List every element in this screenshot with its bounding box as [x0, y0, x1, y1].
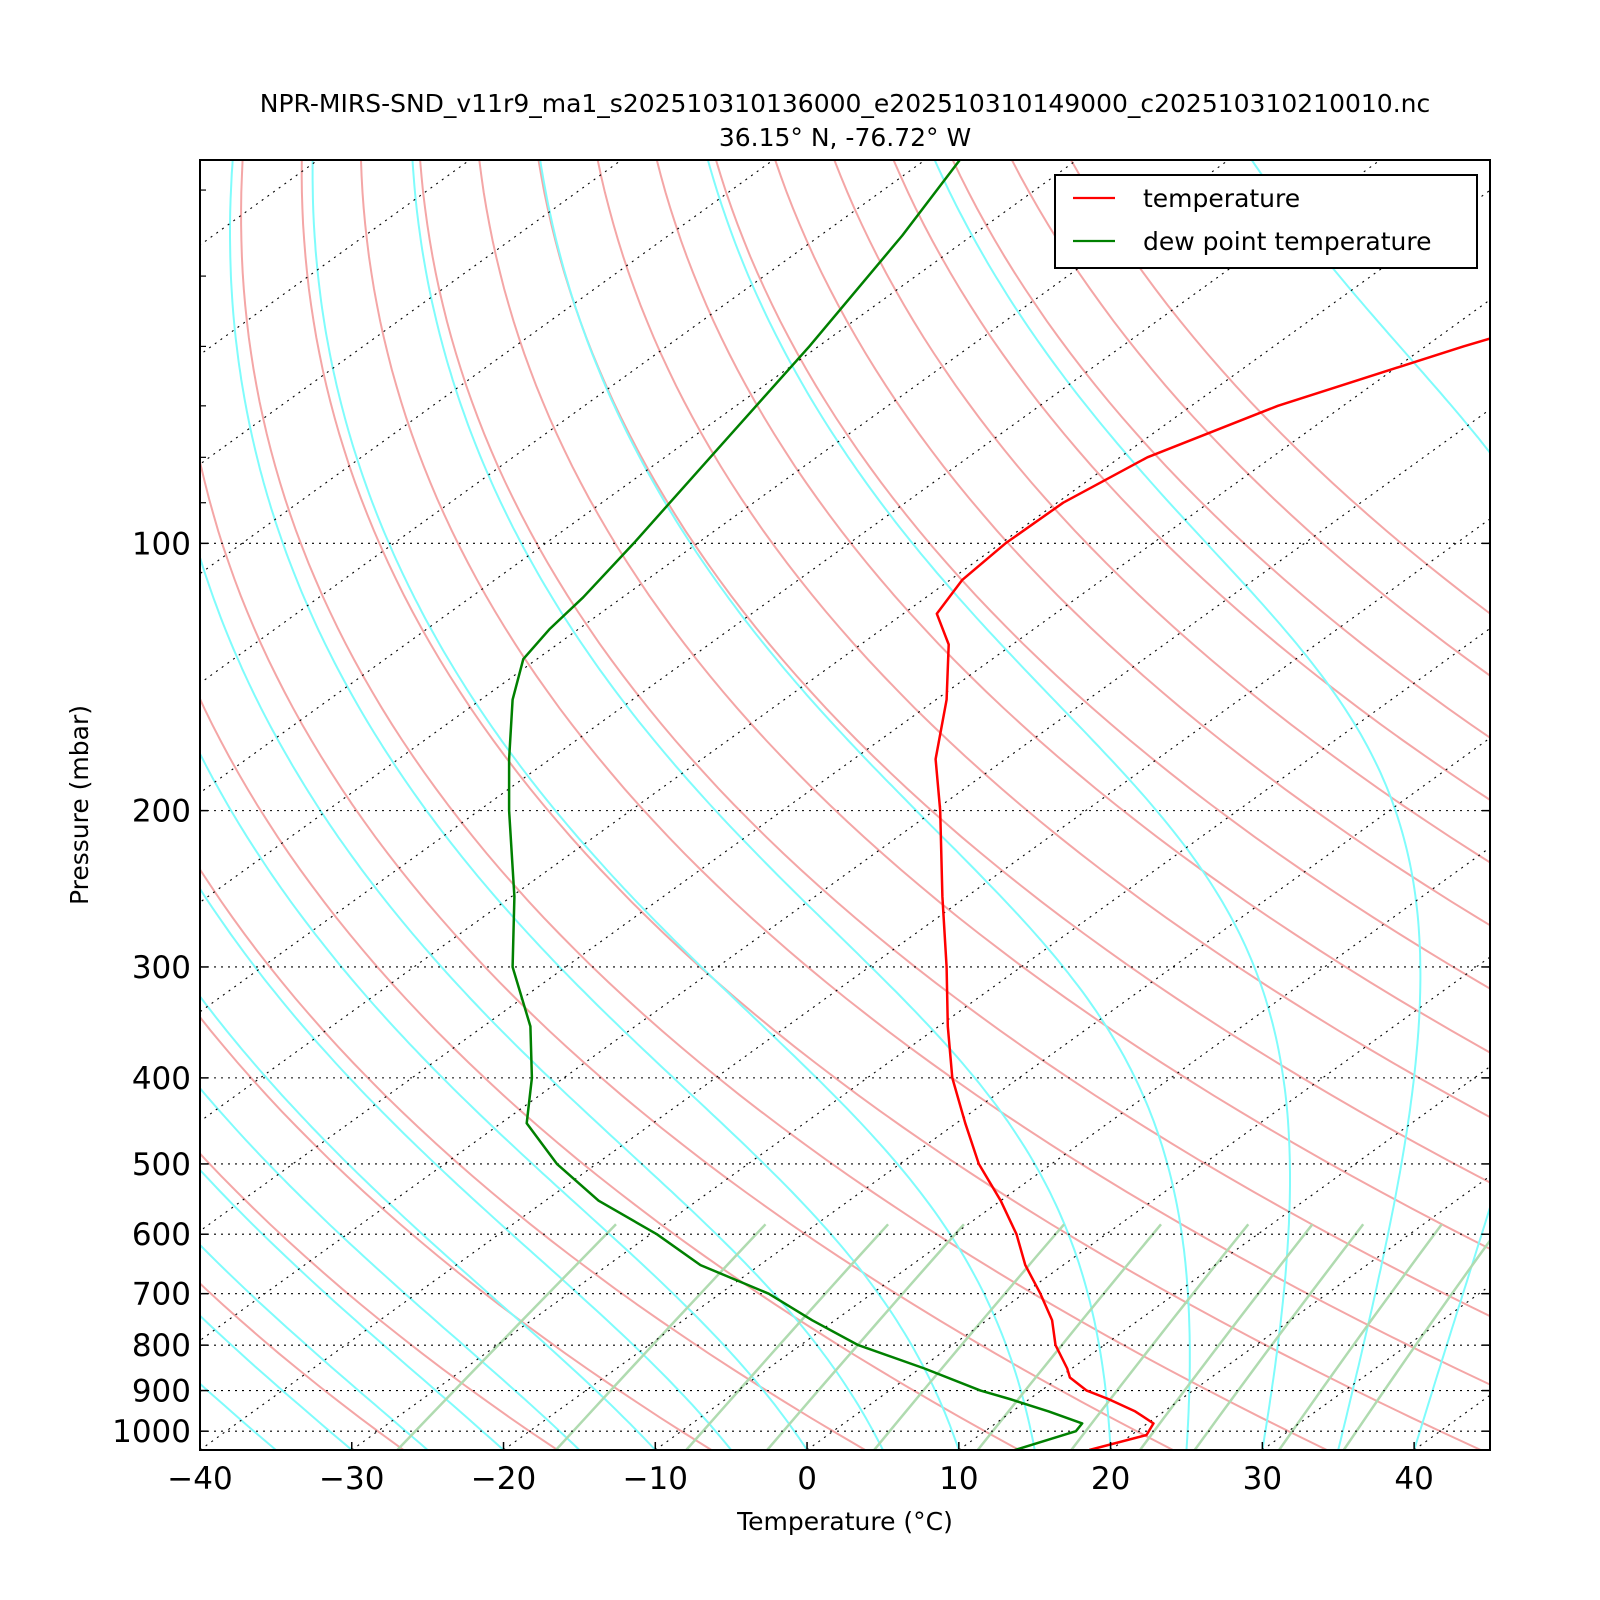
mixing-ratio-line	[1138, 1223, 1314, 1450]
legend-box	[1054, 174, 1478, 269]
isotherm-gridline	[503, 737, 1490, 1450]
dry-adiabats	[200, 160, 1490, 1450]
x-tick-label: 40	[1394, 1461, 1433, 1497]
mixing-ratio-line	[1070, 1223, 1250, 1450]
moist-adiabat-line	[200, 887, 732, 1450]
mixing-ratio-line	[685, 1223, 890, 1450]
dry-adiabat-line	[655, 160, 1490, 1054]
moist-adiabat-line	[311, 160, 1036, 1450]
isotherm-gridline	[1262, 1285, 1490, 1450]
dry-adiabat-line	[200, 696, 1020, 1450]
moist-adiabat-line	[1489, 1447, 1490, 1450]
mixing-ratio-line	[396, 1223, 617, 1450]
mixing-ratio-line	[766, 1223, 965, 1450]
x-tick-label: −40	[167, 1461, 232, 1497]
x-tick-label: −20	[471, 1461, 536, 1497]
dry-adiabat-line	[715, 160, 1490, 990]
y-tick-label: 400	[132, 1061, 191, 1097]
x-tick-label: 10	[939, 1461, 978, 1497]
isotherm-grid	[200, 160, 1600, 1450]
dry-adiabat-line	[200, 867, 866, 1450]
dry-adiabat-line	[833, 160, 1490, 864]
y-tick-label: 300	[132, 950, 191, 986]
y-axis-label: Pressure (mbar)	[65, 705, 94, 905]
y-tick-label: 500	[132, 1147, 191, 1183]
isobar-grid	[200, 542, 1490, 1432]
y-tick-label: 200	[132, 794, 191, 830]
plot-area	[0, 160, 1600, 1450]
isotherm-gridline	[200, 189, 1490, 1123]
dry-adiabat-line	[300, 160, 1482, 1450]
y-tick-label: 100	[132, 526, 191, 562]
isotherm-gridline	[200, 160, 774, 575]
x-tick-label: −30	[319, 1461, 384, 1497]
legend-dewpoint-label: dew point temperature	[1143, 227, 1432, 256]
chart-subtitle: 36.15° N, -76.72° W	[719, 123, 971, 152]
mixing-ratio-line	[1342, 1238, 1490, 1450]
dry-adiabat-line	[1011, 160, 1490, 677]
dry-adiabat-line	[200, 1152, 559, 1450]
dry-adiabat-line	[240, 160, 1328, 1450]
moist-adiabat-line	[411, 160, 1112, 1450]
legend-temperature-label: temperature	[1143, 184, 1300, 213]
x-axis-label: Temperature (°C)	[736, 1507, 953, 1536]
moist-adiabat-line	[933, 160, 1422, 1450]
isotherm-gridline	[200, 518, 1490, 1450]
moist-adiabats	[0, 160, 1600, 1450]
axes: −40 −30 −20 −10 0 10 20 30 40 100 200 300 400 500 600 7…	[112, 189, 1490, 1497]
mixing-ratio-line	[554, 1223, 767, 1450]
dry-adiabat-line	[951, 160, 1490, 739]
isotherm-gridline	[958, 1065, 1490, 1450]
moist-adiabat-line	[1566, 160, 1600, 1450]
dry-adiabat-line	[478, 160, 1490, 1250]
moist-adiabat-line	[706, 160, 1291, 1450]
dry-adiabat-line	[1070, 160, 1490, 615]
y-tick-label: 900	[132, 1374, 191, 1410]
dry-adiabat-line	[200, 457, 1174, 1450]
x-tick-label: 20	[1091, 1461, 1130, 1497]
dry-adiabat-line	[200, 1015, 712, 1450]
moist-adiabat-line	[1250, 160, 1490, 1450]
moist-adiabat-line	[200, 1086, 581, 1450]
y-tick-label: 700	[132, 1277, 191, 1313]
dry-adiabat-line	[419, 160, 1490, 1318]
x-tick-label: 0	[797, 1461, 817, 1497]
moist-adiabat-line	[200, 554, 884, 1450]
moist-adiabat-line	[0, 160, 48, 1450]
dry-adiabat-line	[774, 160, 1490, 927]
chart-title: NPR-MIRS-SND_v11r9_ma1_s202510310136000_…	[260, 89, 1431, 118]
dry-adiabat-line	[596, 160, 1490, 1119]
moist-adiabat-line	[200, 994, 657, 1450]
dry-adiabat-line	[200, 1282, 405, 1450]
dry-adiabat-line	[892, 160, 1490, 802]
mixing-ratio-line	[1193, 1223, 1365, 1450]
isotherm-gridline	[200, 408, 1490, 1342]
legend: temperature dew point temperature	[1054, 174, 1478, 269]
dewpoint-line	[507, 160, 1084, 1450]
mixing-ratio-line	[1278, 1223, 1443, 1450]
y-tick-label: 600	[132, 1217, 191, 1253]
x-tick-label: −10	[623, 1461, 688, 1497]
mixing-ratio-line	[976, 1223, 1162, 1450]
y-tick-label: 1000	[112, 1414, 191, 1450]
moist-adiabat-line	[0, 160, 124, 1450]
moist-adiabat-line	[200, 1168, 505, 1450]
dry-adiabat-line	[360, 160, 1490, 1386]
y-tick-label: 800	[132, 1328, 191, 1364]
moist-adiabat-line	[539, 160, 1191, 1450]
mixing-ratio-line	[873, 1223, 1066, 1450]
isotherm-gridline	[1566, 160, 1600, 1450]
mixing-ratio-lines	[396, 1223, 1490, 1450]
plot-frame	[199, 159, 1491, 1451]
isotherm-gridline	[200, 299, 1490, 1232]
x-tick-label: 30	[1243, 1461, 1282, 1497]
moist-adiabat-line	[200, 751, 808, 1450]
moist-adiabat-line	[229, 160, 960, 1450]
isotherm-gridline	[351, 627, 1490, 1450]
temperature-line	[934, 337, 1490, 1450]
